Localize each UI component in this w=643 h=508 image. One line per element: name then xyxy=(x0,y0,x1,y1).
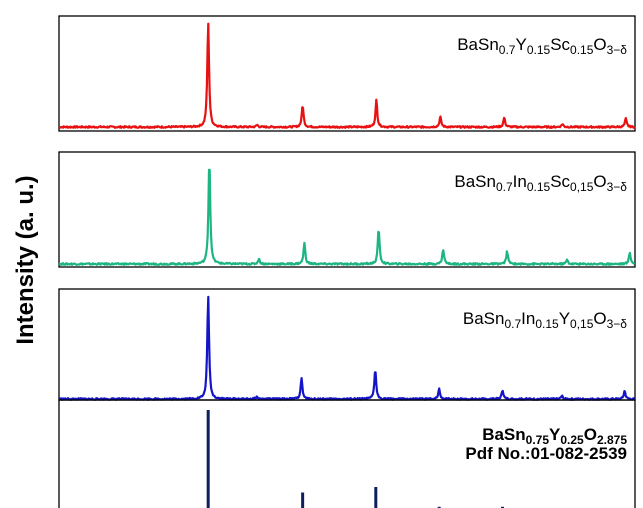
series-label: BaSn0.7In0.15Y0,15O3−δ xyxy=(463,309,627,331)
series-line xyxy=(58,22,636,129)
panel-3: BaSn0.7In0.15Y0,15O3−δ xyxy=(58,288,636,401)
panel-1: BaSn0.7Y0.15Sc0.15O3−δ xyxy=(58,15,636,132)
series-label: BaSn0.75Y0.25O2.875 xyxy=(482,425,627,447)
chart-panels: BaSn0.7Y0.15Sc0.15O3−δ BaSn0.7In0.15Sc0,1… xyxy=(58,15,636,508)
y-axis-label: Intensity (a. u.) xyxy=(12,175,39,344)
panel-frame xyxy=(58,151,636,268)
series-line xyxy=(58,295,636,401)
panel-frame xyxy=(58,399,636,508)
series-line xyxy=(58,168,636,266)
panel-frame xyxy=(58,288,636,401)
series-label: BaSn0.7In0.15Sc0,15O3−δ xyxy=(454,172,627,194)
panel-frame xyxy=(58,15,636,132)
series-label: BaSn0.7Y0.15Sc0.15O3−δ xyxy=(457,35,627,57)
reference-pdf-label: Pdf No.:01-082-2539 xyxy=(465,444,627,463)
panel-2: BaSn0.7In0.15Sc0,15O3−δ xyxy=(58,151,636,268)
